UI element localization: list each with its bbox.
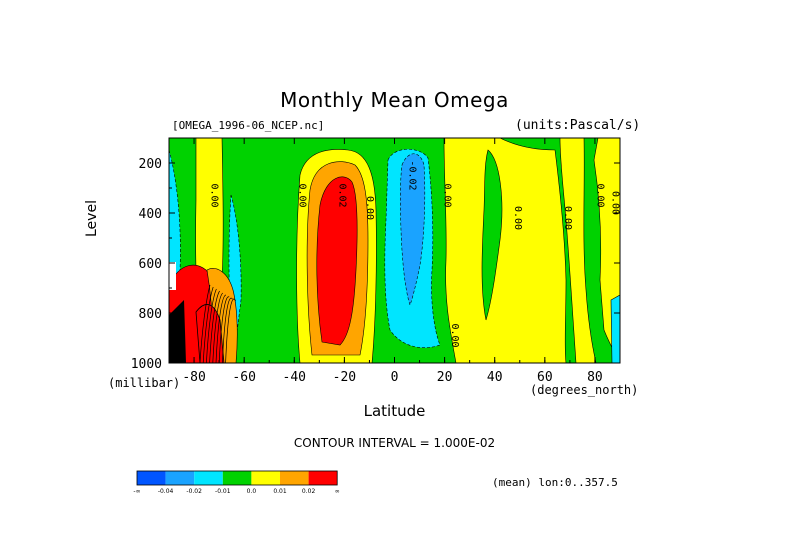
contour-label: 0.00 [609,191,620,215]
y-tick-label: 200 [139,157,162,172]
y-tick-label: 800 [139,307,162,322]
x-tick-label: 80 [587,370,603,385]
dense-contour-line [206,288,217,363]
y-tick-label: 1000 [131,357,162,372]
chart-title: Monthly Mean Omega [280,88,509,112]
region-negative-polar-north [610,294,620,363]
contour-label: 0.00 [296,183,307,207]
colorbar-label: -0.04 [158,488,174,495]
contour-label: 0.00 [594,183,605,207]
contour-label: 0.00 [209,183,220,207]
contour-label: 0.00 [512,206,523,230]
contour-field [169,138,620,363]
contour-label: -0.02 [407,160,418,190]
x-tick-label: -40 [283,370,306,385]
colorbar-label: -0.01 [215,488,231,495]
colorbar-label: ∞ [335,488,340,495]
x-tick-label: 0 [391,370,399,385]
dense-contour-line [222,297,233,363]
mean-longitude-label: (mean) lon:0..357.5 [492,476,618,489]
dense-contour-line [199,284,211,363]
colorbar: -∞ -0.04 -0.02 -0.01 0.0 0.01 0.02 ∞ [133,470,340,495]
dense-contour-line [202,286,214,363]
antarctic-contour-lines [199,284,236,363]
region-missing-terrain-upper [169,262,176,290]
colorbar-swatch [194,471,223,485]
colorbar-swatch [251,471,280,485]
dataset-label: [OMEGA_1996-06_NCEP.nc] [172,119,325,132]
colorbar-swatch [280,471,309,485]
region-positive-70n [559,138,597,363]
contour-label: 0.02 [336,183,347,207]
contour-label: 0.00 [442,183,453,207]
contour-label: 0.00 [364,196,375,220]
colorbar-swatch [222,471,252,485]
colorbar-label: 0.0 [247,488,257,495]
y-tick-label: 600 [139,257,162,272]
colorbar-frame [136,470,338,486]
region-missing-terrain [169,300,186,363]
units-label: (units:Pascal/s) [515,118,641,133]
region-positive-northern-midlat [443,138,567,363]
dense-contour-line [218,296,230,363]
x-tick-label: -20 [333,370,356,385]
colorbar-swatch [137,471,166,485]
colorbar-label: -0.02 [186,488,202,495]
region-near-zero-40n [481,149,503,321]
contour-interval-label: CONTOUR INTERVAL = 1.000E-02 [293,436,496,450]
colorbar-label: 0.02 [302,488,316,495]
y-axis-unit: (millibar) [108,376,181,390]
dense-contour-line [209,290,220,363]
x-tick-label: 40 [487,370,503,385]
region-positive-30s-core [316,176,358,346]
colorbar-label: -∞ [133,488,140,495]
contour-label: 0.00 [562,206,573,230]
x-axis-unit: (degrees_north) [530,383,639,397]
dense-contour-line [215,294,227,363]
y-tick-label: 400 [139,207,162,222]
contour-label: 0.00 [449,323,460,347]
colorbar-swatch [165,471,195,485]
region-negative-equator-core [400,153,426,306]
x-axis-label: Latitude [363,402,426,420]
colorbar-label: 0.01 [273,488,287,495]
contour-labels: 0.00 0.00 0.02 0.00 -0.02 0.00 0.00 0.00 0.00 0.0… [209,160,621,347]
x-tick-label: 20 [437,370,453,385]
x-tick-label: -60 [232,370,255,385]
axis-ticks: -80 -60 -40 -20 0 20 40 60 80 200 400 600 800 1000 [131,137,621,385]
dense-contour-line [225,298,236,363]
dense-contour-line [212,292,224,363]
x-tick-label: -80 [182,370,205,385]
x-tick-label: 60 [537,370,553,385]
colorbar-swatch [308,471,338,485]
